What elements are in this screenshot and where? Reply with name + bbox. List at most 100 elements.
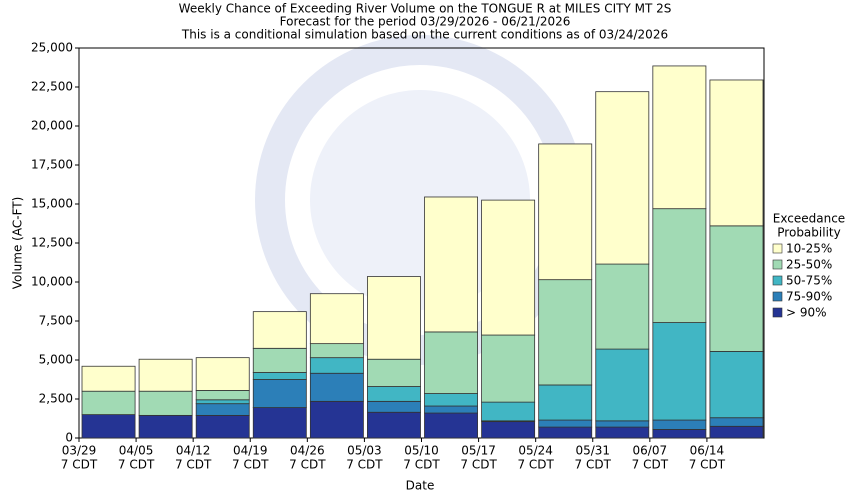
bar-segment — [367, 411, 421, 439]
x-axis-label: Date — [406, 479, 435, 493]
bar-segment — [538, 279, 593, 386]
bar-segment — [595, 348, 650, 422]
x-tick-label: 05/31 — [575, 444, 610, 458]
x-tick-label: 7 CDT — [460, 458, 497, 472]
legend-title: Exceedance — [773, 212, 845, 226]
bar-segment — [538, 143, 593, 281]
bar-segment — [595, 263, 650, 350]
x-tick-label: 06/14 — [690, 444, 725, 458]
y-tick-label: 7,500 — [39, 314, 73, 328]
bar-segment — [138, 414, 193, 439]
bar-segment — [138, 390, 193, 416]
bar-segment — [709, 351, 764, 419]
legend-swatch — [772, 243, 783, 254]
y-tick-label: 5,000 — [39, 353, 73, 367]
bar-segment — [595, 420, 650, 428]
x-tick-label: 7 CDT — [175, 458, 212, 472]
chart-subtitle: This is a conditional simulation based o… — [181, 28, 668, 42]
bar-segment — [424, 405, 478, 414]
bar-segment — [367, 386, 421, 402]
y-axis-label: Volume (AC-FT) — [11, 197, 25, 290]
x-tick-label: 06/07 — [633, 444, 668, 458]
bar-segment — [252, 372, 307, 380]
bar-segment — [538, 384, 593, 421]
bar-segment — [252, 407, 307, 439]
bar-segment — [538, 419, 593, 428]
x-tick-label: 05/17 — [461, 444, 496, 458]
y-tick-label: 25,000 — [31, 41, 73, 55]
bar-segment — [367, 276, 421, 360]
y-tick-label: 20,000 — [31, 119, 73, 133]
bar-segment — [652, 419, 707, 430]
bar-segment — [195, 414, 250, 439]
bar-segment — [81, 365, 136, 392]
bar-segment — [481, 421, 536, 439]
y-tick-label: 22,500 — [31, 80, 73, 94]
x-tick-label: 7 CDT — [232, 458, 269, 472]
bar-segment — [252, 379, 307, 408]
x-tick-label: 05/03 — [347, 444, 382, 458]
x-tick-label: 05/10 — [404, 444, 439, 458]
legend-swatch — [772, 259, 783, 270]
bar-segment — [595, 91, 650, 265]
bar-segment — [424, 331, 478, 394]
x-tick-label: 04/12 — [176, 444, 211, 458]
x-tick-label: 04/19 — [233, 444, 268, 458]
legend-label: 75-90% — [786, 290, 832, 304]
bar-segment — [309, 400, 364, 439]
bar-segment — [252, 347, 307, 373]
bar-segment — [309, 357, 364, 374]
legend-label: 50-75% — [786, 274, 832, 288]
chart-title: Weekly Chance of Exceeding River Volume … — [179, 2, 672, 16]
bar-segment — [709, 417, 764, 427]
y-tick-label: 12,500 — [31, 236, 73, 250]
bar-segment — [309, 372, 364, 402]
bar-segment — [367, 400, 421, 413]
bar-segment — [424, 393, 478, 407]
y-tick-label: 10,000 — [31, 275, 73, 289]
y-tick-label: 2,500 — [39, 392, 73, 406]
x-tick-label: 7 CDT — [61, 458, 98, 472]
legend-label: > 90% — [786, 306, 827, 320]
bar-segment — [652, 429, 707, 439]
y-tick-label: 0 — [65, 431, 73, 445]
x-tick-label: 7 CDT — [632, 458, 669, 472]
x-tick-label: 7 CDT — [403, 458, 440, 472]
bar-segment — [424, 412, 478, 439]
x-tick-label: 05/24 — [518, 444, 553, 458]
y-tick-label: 15,000 — [31, 197, 73, 211]
x-tick-label: 7 CDT — [346, 458, 383, 472]
legend-label: 25-50% — [786, 258, 832, 272]
bar-segment — [481, 199, 536, 336]
bar-segment — [81, 390, 136, 416]
x-tick-label: 7 CDT — [289, 458, 326, 472]
x-tick-label: 04/26 — [290, 444, 325, 458]
bar-segment — [652, 322, 707, 421]
bar-segment — [424, 196, 478, 333]
x-tick-label: 04/05 — [119, 444, 154, 458]
x-tick-label: 7 CDT — [118, 458, 155, 472]
bar-segment — [195, 357, 250, 391]
bar-segment — [367, 358, 421, 387]
bar-segment — [481, 401, 536, 422]
bar-segment — [309, 293, 364, 345]
x-tick-label: 7 CDT — [689, 458, 726, 472]
bar-segment — [709, 425, 764, 439]
bar-segment — [481, 334, 536, 403]
x-tick-label: 7 CDT — [517, 458, 554, 472]
legend-swatch — [772, 291, 783, 302]
bar-segment — [538, 426, 593, 439]
bar-segment — [195, 399, 250, 405]
bar-segment — [309, 343, 364, 359]
chart-subtitle: Forecast for the period 03/29/2026 - 06/… — [280, 15, 571, 29]
x-tick-label: 7 CDT — [575, 458, 612, 472]
bar-segment — [81, 414, 136, 439]
bar-segment — [652, 65, 707, 210]
legend-title: Probability — [777, 226, 840, 240]
bar-segment — [252, 311, 307, 349]
bar-segment — [195, 390, 250, 401]
bar-segment — [138, 358, 193, 392]
legend-swatch — [772, 275, 783, 286]
